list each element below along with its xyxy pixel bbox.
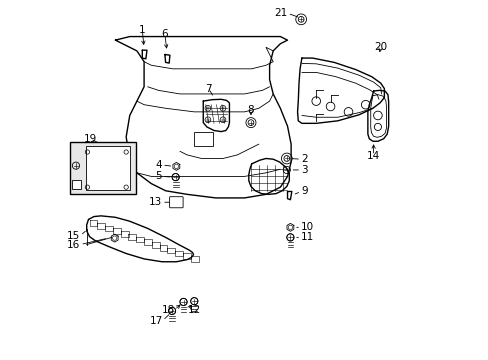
Text: 10: 10 <box>301 222 314 232</box>
Text: 14: 14 <box>366 150 380 161</box>
Text: 16: 16 <box>67 239 80 249</box>
Text: 18: 18 <box>161 305 174 315</box>
Text: 13: 13 <box>148 197 162 207</box>
Text: 1: 1 <box>139 25 145 35</box>
Text: 2: 2 <box>301 154 307 164</box>
Text: 3: 3 <box>301 165 307 175</box>
Text: 21: 21 <box>274 8 287 18</box>
Text: 4: 4 <box>155 160 162 170</box>
Text: 5: 5 <box>155 171 162 181</box>
Text: 6: 6 <box>161 30 168 39</box>
Text: 11: 11 <box>301 232 314 242</box>
Text: 17: 17 <box>149 316 163 325</box>
FancyBboxPatch shape <box>169 197 183 208</box>
Text: 15: 15 <box>67 231 80 240</box>
Text: 19: 19 <box>83 134 97 144</box>
Text: 7: 7 <box>205 84 211 94</box>
Text: 12: 12 <box>187 305 201 315</box>
Text: 20: 20 <box>373 42 386 52</box>
FancyBboxPatch shape <box>70 141 136 194</box>
Text: 8: 8 <box>247 105 254 115</box>
Text: 9: 9 <box>301 186 307 197</box>
FancyBboxPatch shape <box>72 180 81 189</box>
FancyBboxPatch shape <box>86 146 129 190</box>
FancyBboxPatch shape <box>193 132 213 146</box>
